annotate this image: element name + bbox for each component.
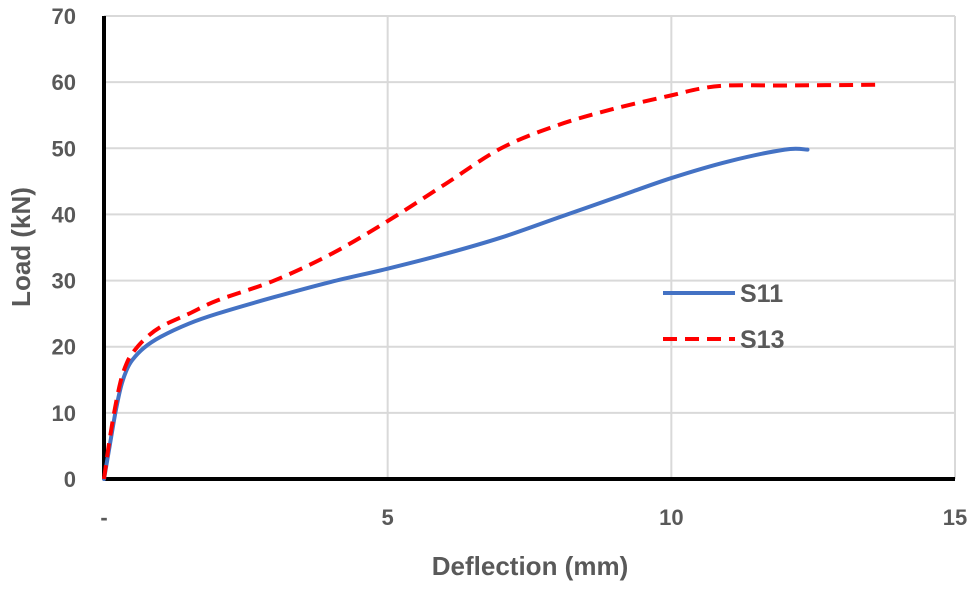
legend: S11 S13: [663, 280, 784, 354]
y-tick-label: 50: [52, 136, 76, 161]
grid-lines: [104, 15, 956, 479]
x-tick-label: 10: [659, 505, 683, 530]
x-tick-label: -: [100, 505, 107, 530]
series-line-s11: [102, 146, 810, 481]
data-series: [102, 82, 876, 481]
y-tick-label: 0: [64, 467, 76, 492]
x-tick-label: 5: [382, 505, 394, 530]
axes: [102, 16, 955, 481]
legend-label-s13: S13: [740, 326, 784, 354]
x-axis-title: Deflection (mm): [432, 551, 628, 581]
tick-labels: 0 10 20 30 40 50 60 70 - 5 10 15: [52, 4, 968, 530]
series-line-s13: [102, 82, 876, 480]
y-tick-label: 30: [52, 269, 76, 294]
y-tick-label: 20: [52, 335, 76, 360]
x-tick-label: 15: [943, 505, 967, 530]
y-axis-title: Load (kN): [6, 187, 36, 307]
y-tick-label: 60: [52, 70, 76, 95]
legend-label-s11: S11: [740, 280, 783, 308]
y-tick-label: 10: [52, 401, 76, 426]
y-tick-label: 70: [52, 4, 76, 29]
y-tick-label: 40: [52, 202, 76, 227]
